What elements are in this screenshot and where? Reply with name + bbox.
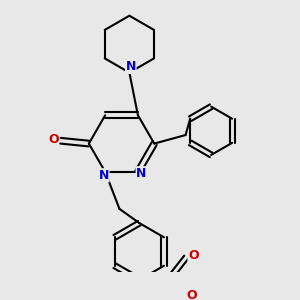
Text: N: N: [99, 169, 109, 182]
Text: O: O: [48, 133, 58, 146]
Text: N: N: [126, 60, 136, 74]
Text: N: N: [136, 167, 146, 180]
Text: O: O: [188, 249, 199, 262]
Text: O: O: [187, 289, 197, 300]
